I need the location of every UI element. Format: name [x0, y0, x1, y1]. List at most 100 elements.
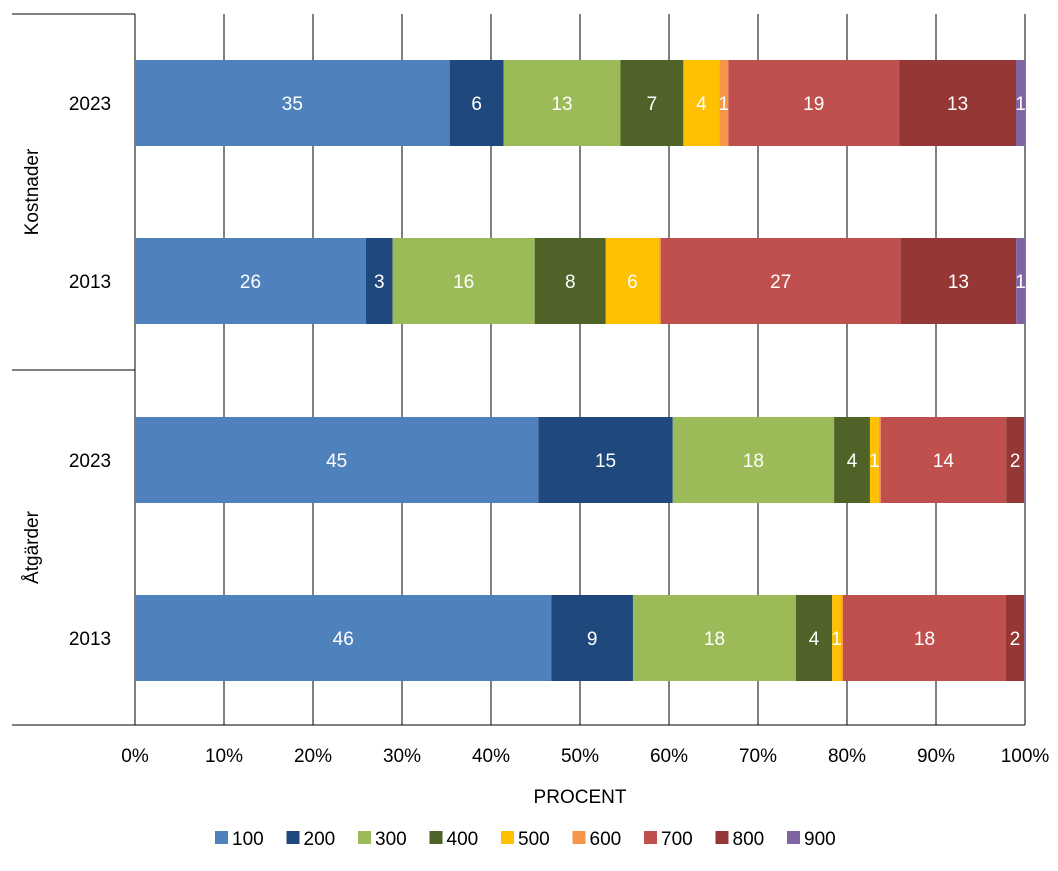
bar-segment-600 [841, 595, 844, 681]
data-label: 13 [947, 94, 968, 115]
legend-label: 100 [232, 829, 264, 850]
bar-segment-600 [659, 238, 661, 324]
data-label: 1 [719, 94, 730, 115]
bar-segment-200 [551, 595, 633, 681]
data-label: 19 [803, 94, 824, 115]
bar-segment-500 [683, 60, 720, 146]
data-label: 4 [809, 629, 820, 650]
legend-swatch-300 [358, 831, 371, 844]
x-tick-label: 50% [561, 746, 599, 767]
row-label: 2023 [69, 94, 111, 115]
data-label: 14 [933, 451, 955, 472]
bar-segment-200 [365, 238, 393, 324]
legend-swatch-400 [429, 831, 443, 844]
data-label: 15 [595, 451, 616, 472]
bar-segment-900 [1024, 595, 1025, 681]
data-label: 2 [1010, 629, 1021, 650]
data-label: 1 [831, 629, 842, 650]
bar-segment-600 [719, 60, 729, 146]
legend-swatch-200 [286, 831, 300, 844]
x-tick-label: 70% [739, 746, 777, 767]
bar-segment-400 [534, 238, 606, 324]
bar-segment-900 [1016, 238, 1025, 324]
bar-segment-500 [605, 238, 660, 324]
bar-segment-100 [135, 60, 450, 146]
group-label: Kostnader [22, 148, 43, 235]
data-label: 35 [282, 94, 303, 115]
legend-label: 600 [590, 829, 622, 850]
legend-label: 900 [804, 829, 836, 850]
bar-segment-700 [660, 238, 901, 324]
data-label: 26 [240, 272, 261, 293]
row-label: 2013 [69, 629, 111, 650]
x-axis-title: PROCENT [534, 787, 627, 808]
x-tick-label: 40% [472, 746, 510, 767]
bar-segment-600 [878, 417, 881, 503]
legend-swatch-600 [572, 831, 586, 844]
data-label: 6 [627, 272, 638, 293]
bar-segment-200 [538, 417, 673, 503]
x-tick-label: 100% [1001, 746, 1050, 767]
data-label: 18 [914, 629, 935, 650]
bar-segment-300 [672, 417, 835, 503]
data-label: 1 [1015, 94, 1026, 115]
data-label: 6 [471, 94, 482, 115]
data-label: 13 [551, 94, 572, 115]
data-label: 13 [948, 272, 969, 293]
group-label: Åtgärder [22, 510, 43, 584]
data-label: 9 [587, 629, 598, 650]
bar-segment-100 [135, 595, 552, 681]
bar-segment-700 [728, 60, 900, 146]
x-tick-label: 20% [294, 746, 332, 767]
data-label: 7 [647, 94, 658, 115]
x-tick-label: 10% [205, 746, 243, 767]
x-tick-label: 80% [828, 746, 866, 767]
data-label: 27 [770, 272, 791, 293]
bar-segment-700 [880, 417, 1007, 503]
legend-label: 300 [375, 829, 407, 850]
legend-swatch-100 [215, 831, 228, 844]
bar-segment-400 [795, 595, 833, 681]
legend-swatch-800 [715, 831, 729, 844]
bar-segment-100 [135, 238, 366, 324]
bar-segment-300 [632, 595, 796, 681]
bar-segment-900 [1016, 60, 1025, 146]
legend-label: 400 [447, 829, 479, 850]
x-tick-label: 60% [650, 746, 688, 767]
row-label: 2013 [69, 272, 111, 293]
data-label: 8 [565, 272, 576, 293]
data-label: 18 [743, 451, 764, 472]
legend-swatch-700 [644, 831, 657, 844]
x-tick-label: 30% [383, 746, 421, 767]
data-label: 1 [869, 451, 880, 472]
bar-segment-300 [503, 60, 621, 146]
data-label: 16 [453, 272, 474, 293]
data-label: 3 [374, 272, 385, 293]
legend-label: 500 [518, 829, 550, 850]
bar-segment-400 [620, 60, 684, 146]
bar-segment-300 [392, 238, 535, 324]
x-tick-label: 90% [917, 746, 955, 767]
bar-segment-900 [1024, 417, 1025, 503]
bar-segment-800 [899, 60, 1017, 146]
x-tick-label: 0% [121, 746, 149, 767]
bar-segment-200 [449, 60, 504, 146]
data-label: 18 [704, 629, 725, 650]
data-label: 46 [333, 629, 354, 650]
row-label: 2023 [69, 451, 111, 472]
bar-segment-500 [832, 595, 842, 681]
data-label: 45 [326, 451, 347, 472]
bar-segment-100 [135, 417, 539, 503]
data-label: 2 [1010, 451, 1021, 472]
data-label: 4 [696, 94, 707, 115]
legend-swatch-500 [501, 831, 514, 844]
legend-label: 200 [304, 829, 336, 850]
bar-segment-700 [843, 595, 1006, 681]
legend-label: 800 [733, 829, 765, 850]
bar-segment-800 [900, 238, 1017, 324]
data-label: 1 [1015, 272, 1026, 293]
legend-swatch-900 [787, 831, 800, 844]
bar-segment-800 [1005, 595, 1025, 681]
data-label: 4 [847, 451, 858, 472]
